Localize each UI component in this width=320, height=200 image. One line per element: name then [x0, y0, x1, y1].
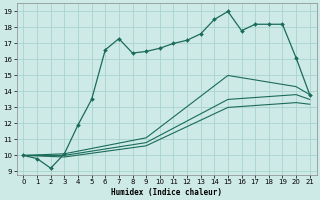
X-axis label: Humidex (Indice chaleur): Humidex (Indice chaleur) — [111, 188, 222, 197]
